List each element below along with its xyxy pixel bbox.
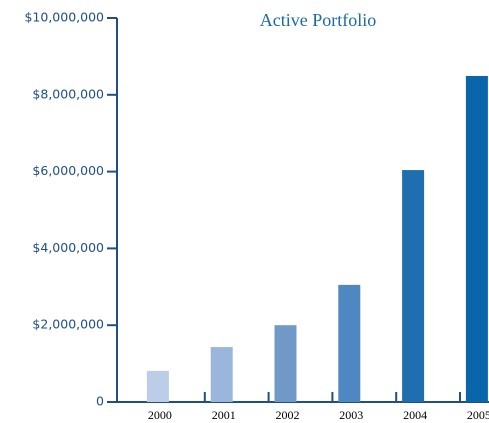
- y-tick-label: $8,000,000: [32, 86, 104, 101]
- chart-title: Active Portfolio: [260, 10, 376, 30]
- x-tick-label: 2000: [148, 408, 172, 422]
- bar: [146, 370, 169, 402]
- bar: [465, 75, 488, 402]
- bar: [402, 170, 425, 402]
- bar: [274, 325, 297, 402]
- bar: [338, 284, 361, 402]
- x-tick-label: 2003: [339, 408, 363, 422]
- y-tick-label: $6,000,000: [32, 163, 104, 178]
- y-tick-label: 0: [96, 394, 104, 409]
- y-tick-label: $4,000,000: [32, 240, 104, 255]
- x-tick-label: 2004: [403, 408, 427, 422]
- x-tick-label: 2002: [276, 408, 300, 422]
- x-tick-label: 2005: [467, 408, 489, 422]
- y-tick-label: $10,000,000: [24, 10, 104, 25]
- x-tick-label: 2001: [212, 408, 236, 422]
- y-tick-label: $2,000,000: [32, 317, 104, 332]
- bar: [210, 347, 233, 402]
